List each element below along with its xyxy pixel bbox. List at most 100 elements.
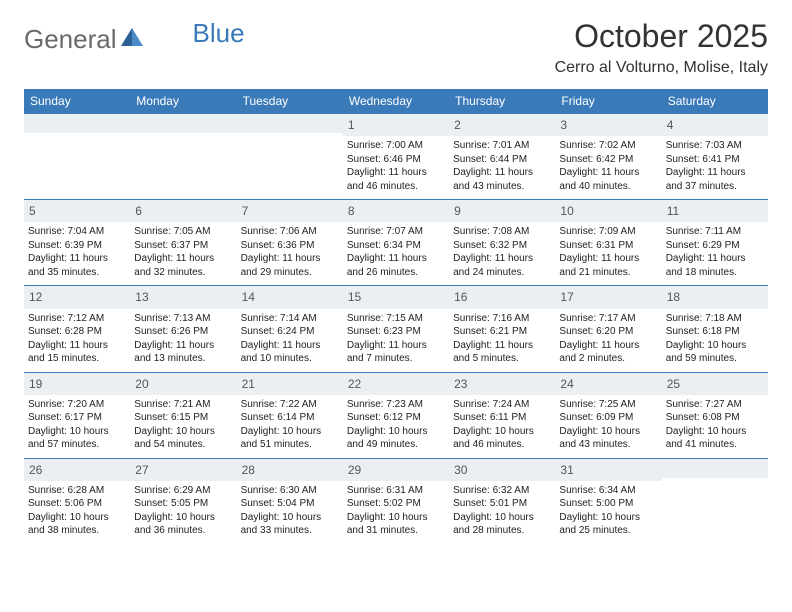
day-number: 7 [237,199,343,222]
location-text: Cerro al Volturno, Molise, Italy [555,59,768,77]
day-details: Sunrise: 7:22 AMSunset: 6:14 PMDaylight:… [241,398,339,452]
daylight-text: Daylight: 11 hours [28,252,126,266]
day-cell: 17Sunrise: 7:17 AMSunset: 6:20 PMDayligh… [555,285,661,371]
daylight-text: Daylight: 11 hours [666,252,764,266]
day-details: Sunrise: 7:27 AMSunset: 6:08 PMDaylight:… [666,398,764,452]
daylight-text: Daylight: 11 hours [559,252,657,266]
daylight-text: and 49 minutes. [347,438,445,452]
daylight-text: Daylight: 10 hours [666,339,764,353]
day-cell: 29Sunrise: 6:31 AMSunset: 5:02 PMDayligh… [343,458,449,544]
weekday-header: Thursday [449,89,555,113]
daylight-text: and 46 minutes. [347,180,445,194]
day-cell: 11Sunrise: 7:11 AMSunset: 6:29 PMDayligh… [662,199,768,285]
week-row: 5Sunrise: 7:04 AMSunset: 6:39 PMDaylight… [24,199,768,285]
day-details: Sunrise: 7:02 AMSunset: 6:42 PMDaylight:… [559,139,657,193]
day-number: 19 [24,372,130,395]
weekday-header: Saturday [662,89,768,113]
sunset-text: Sunset: 5:04 PM [241,497,339,511]
day-cell: 6Sunrise: 7:05 AMSunset: 6:37 PMDaylight… [130,199,236,285]
day-cell [662,458,768,544]
sunrise-text: Sunrise: 7:27 AM [666,398,764,412]
day-details: Sunrise: 7:00 AMSunset: 6:46 PMDaylight:… [347,139,445,193]
day-number: 4 [662,113,768,136]
sunrise-text: Sunrise: 7:11 AM [666,225,764,239]
daylight-text: Daylight: 10 hours [347,425,445,439]
sunrise-text: Sunrise: 7:13 AM [134,312,232,326]
sunset-text: Sunset: 6:17 PM [28,411,126,425]
daylight-text: and 43 minutes. [453,180,551,194]
weeks-container: 1Sunrise: 7:00 AMSunset: 6:46 PMDaylight… [24,113,768,544]
day-number: 27 [130,458,236,481]
daylight-text: Daylight: 11 hours [134,339,232,353]
sunset-text: Sunset: 6:23 PM [347,325,445,339]
day-number: 30 [449,458,555,481]
daylight-text: and 38 minutes. [28,524,126,538]
daylight-text: and 41 minutes. [666,438,764,452]
daylight-text: Daylight: 11 hours [453,252,551,266]
week-row: 26Sunrise: 6:28 AMSunset: 5:06 PMDayligh… [24,458,768,544]
daylight-text: and 36 minutes. [134,524,232,538]
sunrise-text: Sunrise: 6:28 AM [28,484,126,498]
daylight-text: and 54 minutes. [134,438,232,452]
day-details: Sunrise: 7:09 AMSunset: 6:31 PMDaylight:… [559,225,657,279]
sunset-text: Sunset: 6:41 PM [666,153,764,167]
daylight-text: Daylight: 11 hours [666,166,764,180]
day-number: 31 [555,458,661,481]
daylight-text: and 46 minutes. [453,438,551,452]
day-details: Sunrise: 7:24 AMSunset: 6:11 PMDaylight:… [453,398,551,452]
sunrise-text: Sunrise: 6:30 AM [241,484,339,498]
sunrise-text: Sunrise: 7:08 AM [453,225,551,239]
daylight-text: Daylight: 10 hours [28,425,126,439]
day-details: Sunrise: 6:32 AMSunset: 5:01 PMDaylight:… [453,484,551,538]
sunrise-text: Sunrise: 7:21 AM [134,398,232,412]
day-cell: 31Sunrise: 6:34 AMSunset: 5:00 PMDayligh… [555,458,661,544]
sunset-text: Sunset: 6:09 PM [559,411,657,425]
sunrise-text: Sunrise: 7:01 AM [453,139,551,153]
day-number: 11 [662,199,768,222]
day-details: Sunrise: 7:04 AMSunset: 6:39 PMDaylight:… [28,225,126,279]
sunrise-text: Sunrise: 7:25 AM [559,398,657,412]
day-number: 2 [449,113,555,136]
daylight-text: and 15 minutes. [28,352,126,366]
daylight-text: and 40 minutes. [559,180,657,194]
daylight-text: and 28 minutes. [453,524,551,538]
daylight-text: and 33 minutes. [241,524,339,538]
day-number [130,113,236,133]
day-number: 14 [237,285,343,308]
daylight-text: Daylight: 11 hours [559,339,657,353]
sunset-text: Sunset: 6:20 PM [559,325,657,339]
day-number: 23 [449,372,555,395]
day-cell: 4Sunrise: 7:03 AMSunset: 6:41 PMDaylight… [662,113,768,199]
sunrise-text: Sunrise: 7:07 AM [347,225,445,239]
day-details: Sunrise: 7:06 AMSunset: 6:36 PMDaylight:… [241,225,339,279]
day-cell: 8Sunrise: 7:07 AMSunset: 6:34 PMDaylight… [343,199,449,285]
day-cell: 20Sunrise: 7:21 AMSunset: 6:15 PMDayligh… [130,372,236,458]
sunset-text: Sunset: 6:26 PM [134,325,232,339]
sunset-text: Sunset: 6:11 PM [453,411,551,425]
daylight-text: Daylight: 11 hours [241,252,339,266]
day-cell: 14Sunrise: 7:14 AMSunset: 6:24 PMDayligh… [237,285,343,371]
week-row: 19Sunrise: 7:20 AMSunset: 6:17 PMDayligh… [24,372,768,458]
sunrise-text: Sunrise: 7:14 AM [241,312,339,326]
daylight-text: and 32 minutes. [134,266,232,280]
daylight-text: and 31 minutes. [347,524,445,538]
week-row: 12Sunrise: 7:12 AMSunset: 6:28 PMDayligh… [24,285,768,371]
header: General Blue October 2025 Cerro al Voltu… [24,18,768,77]
day-details: Sunrise: 6:30 AMSunset: 5:04 PMDaylight:… [241,484,339,538]
sunset-text: Sunset: 6:42 PM [559,153,657,167]
sunrise-text: Sunrise: 7:24 AM [453,398,551,412]
daylight-text: Daylight: 11 hours [134,252,232,266]
daylight-text: Daylight: 11 hours [347,252,445,266]
sunset-text: Sunset: 6:37 PM [134,239,232,253]
calendar: Sunday Monday Tuesday Wednesday Thursday… [24,89,768,544]
day-cell: 27Sunrise: 6:29 AMSunset: 5:05 PMDayligh… [130,458,236,544]
daylight-text: Daylight: 10 hours [559,511,657,525]
day-details: Sunrise: 7:12 AMSunset: 6:28 PMDaylight:… [28,312,126,366]
day-cell: 22Sunrise: 7:23 AMSunset: 6:12 PMDayligh… [343,372,449,458]
day-number: 22 [343,372,449,395]
sunset-text: Sunset: 6:34 PM [347,239,445,253]
sunset-text: Sunset: 5:05 PM [134,497,232,511]
day-cell [130,113,236,199]
sunrise-text: Sunrise: 6:31 AM [347,484,445,498]
daylight-text: and 10 minutes. [241,352,339,366]
